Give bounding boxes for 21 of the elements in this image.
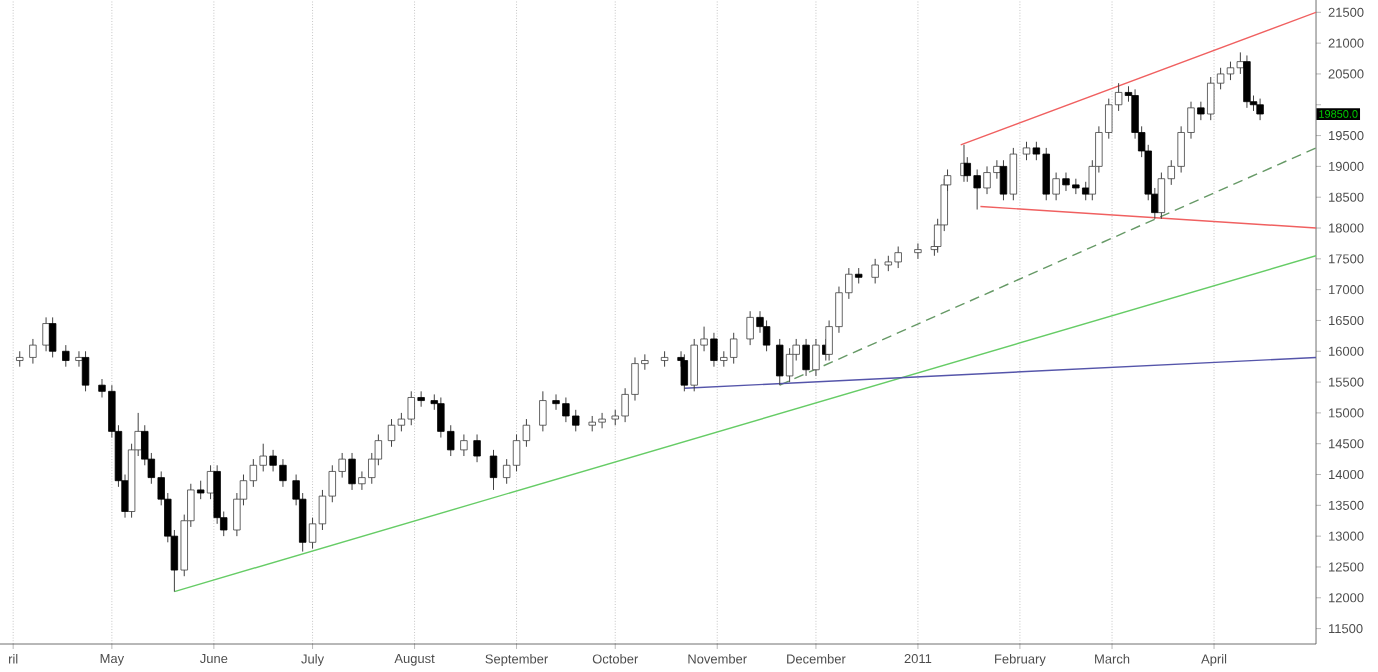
candlestick bbox=[1009, 147, 1018, 201]
candlestick bbox=[1052, 172, 1060, 201]
candlestick bbox=[914, 242, 922, 260]
candlestick bbox=[1243, 54, 1251, 109]
candlestick bbox=[48, 316, 57, 358]
candlestick bbox=[762, 319, 771, 352]
candlestick bbox=[62, 344, 70, 368]
candlestick bbox=[1022, 141, 1031, 161]
candlestick bbox=[460, 433, 468, 457]
candlestick bbox=[473, 433, 481, 463]
candlestick bbox=[539, 390, 547, 432]
candlestick bbox=[1256, 98, 1264, 121]
candlestick bbox=[812, 338, 820, 377]
candlestick bbox=[746, 310, 754, 346]
candlestick bbox=[75, 350, 83, 368]
candlestick bbox=[42, 316, 50, 352]
candlestick bbox=[785, 347, 794, 383]
candlestick bbox=[871, 258, 879, 284]
candlestick bbox=[489, 449, 498, 491]
candlestick bbox=[81, 350, 90, 392]
candlestick bbox=[29, 338, 37, 365]
